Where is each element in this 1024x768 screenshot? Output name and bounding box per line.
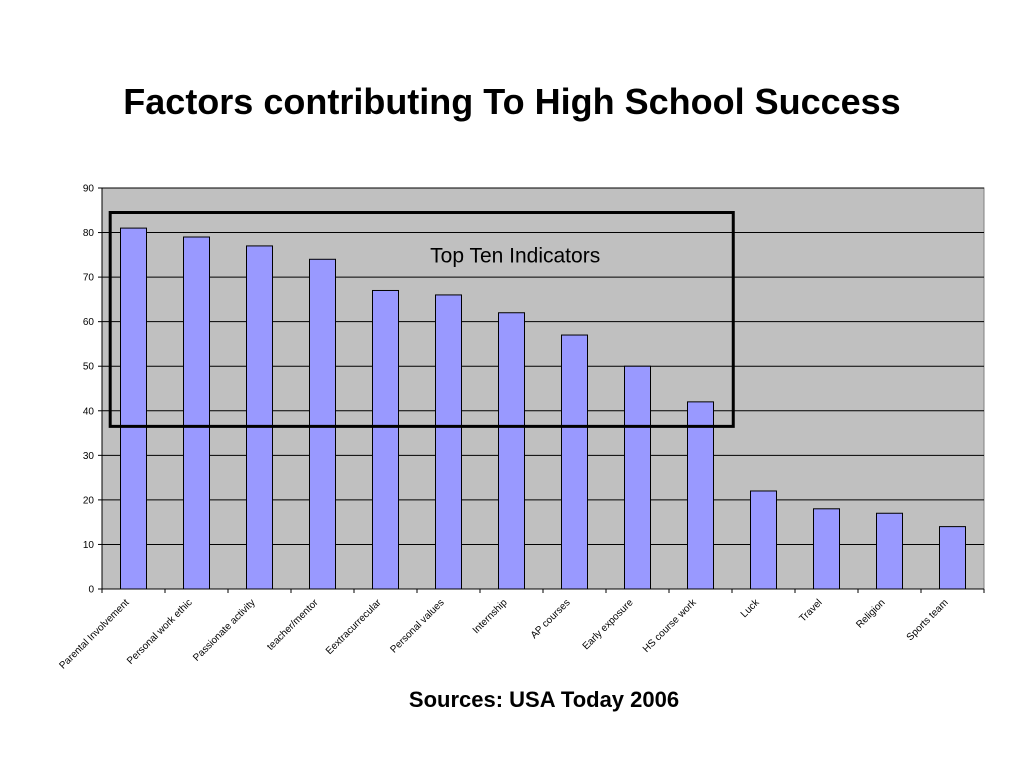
- x-tick-label: Eextracurrecular: [324, 597, 384, 657]
- y-tick-label: 40: [83, 406, 95, 417]
- bar: [372, 289, 399, 590]
- x-tick-label: Personal values: [389, 597, 447, 655]
- top-ten-annotation-label: Top Ten Indicators: [430, 245, 600, 268]
- bars: [120, 227, 966, 590]
- bar: [876, 512, 903, 590]
- x-tick-label: Passionate activity: [191, 597, 257, 663]
- x-tick-label: Sports team: [905, 597, 951, 643]
- bar: [435, 294, 462, 590]
- bar: [246, 245, 273, 590]
- x-tick-label: Religion: [854, 597, 887, 630]
- x-tick-label: teacher/mentor: [265, 597, 321, 653]
- x-tick-label: HS course work: [641, 597, 699, 655]
- x-tick-label: AP courses: [529, 597, 573, 641]
- x-tick-label: Parental Involvement: [57, 597, 131, 671]
- bar: [561, 334, 588, 590]
- top-ten-highlight-box: [108, 211, 735, 428]
- bar: [939, 526, 966, 590]
- bar: [687, 401, 714, 590]
- y-tick-label: 50: [83, 362, 95, 373]
- slide-title: Factors contributing To High School Succ…: [123, 81, 901, 122]
- bar: [309, 258, 336, 590]
- bar: [624, 365, 651, 590]
- x-tick-label: Luck: [739, 597, 762, 620]
- y-tick-label: 60: [83, 317, 95, 328]
- y-tick-label: 70: [83, 273, 95, 284]
- x-tick-label: Internship: [471, 597, 510, 636]
- y-tick-label: 30: [83, 451, 95, 462]
- y-tick-label: 90: [83, 184, 95, 195]
- x-tick-label: Travel: [797, 597, 824, 624]
- bar: [750, 490, 777, 590]
- y-tick-label: 20: [83, 495, 95, 506]
- x-tick-label: Early exposure: [581, 597, 636, 652]
- y-tick-label: 10: [83, 540, 95, 551]
- y-axis-ticks: 0 10 20 30 40 50 60 70 80 90: [83, 184, 102, 596]
- x-tick-label: Personal work ethic: [125, 597, 194, 666]
- bar: [120, 227, 147, 590]
- bar: [813, 508, 840, 590]
- y-tick-label: 0: [88, 585, 94, 596]
- bar: [498, 312, 525, 590]
- bar: [183, 236, 210, 590]
- axes: [101, 188, 985, 593]
- y-tick-label: 80: [83, 228, 95, 239]
